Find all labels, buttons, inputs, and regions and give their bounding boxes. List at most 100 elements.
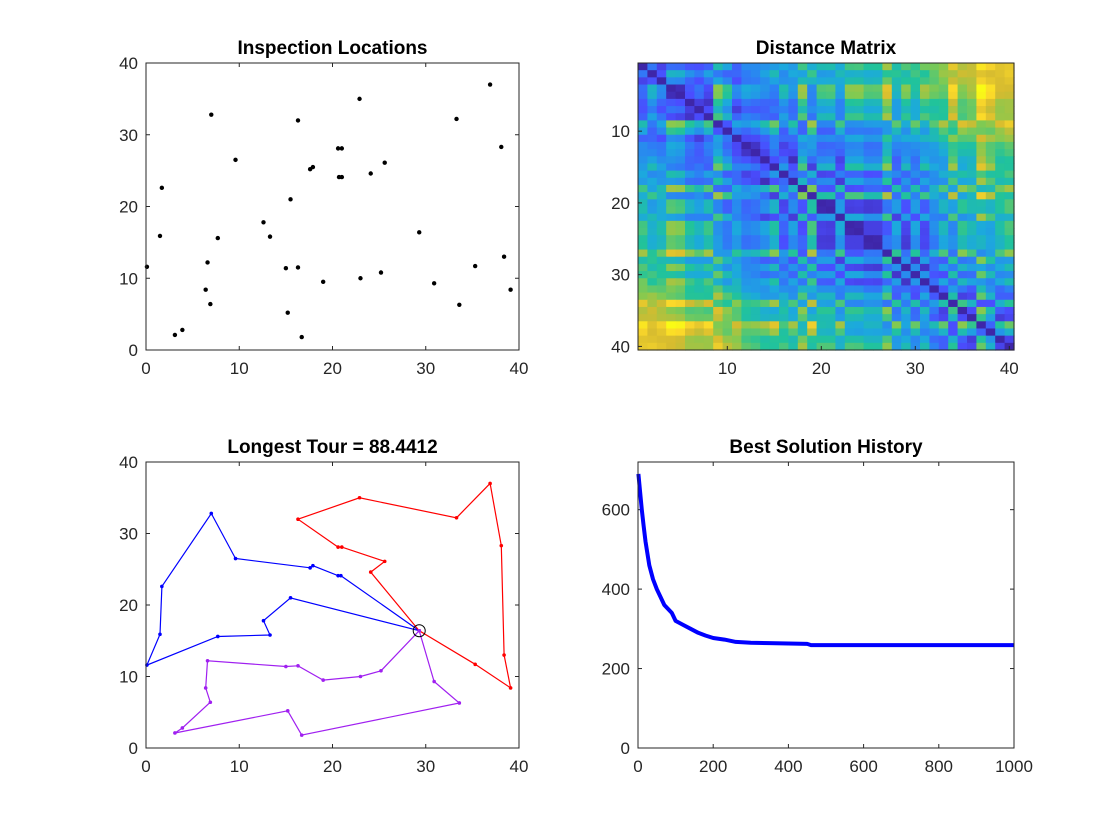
heatmap-cell xyxy=(967,177,977,186)
heatmap-cell xyxy=(675,335,686,344)
heatmap-cell xyxy=(826,184,836,193)
heatmap-cell xyxy=(1004,156,1015,165)
heatmap-cell xyxy=(854,184,865,193)
heatmap-cell xyxy=(938,134,949,143)
heatmap-cell xyxy=(967,256,977,265)
heatmap-cell xyxy=(788,249,799,258)
heatmap-cell xyxy=(741,156,752,165)
heatmap-cell xyxy=(779,127,789,136)
heatmap-cell xyxy=(816,70,827,78)
y-tick-label: 10 xyxy=(119,269,138,288)
heatmap-cell xyxy=(863,213,874,222)
heatmap-cell xyxy=(685,106,695,114)
heatmap-cell xyxy=(967,149,977,157)
heatmap-cell xyxy=(666,256,677,265)
heatmap-cell xyxy=(722,84,733,93)
heatmap-cell xyxy=(732,299,742,308)
heatmap-cell xyxy=(732,263,742,272)
heatmap-cell xyxy=(797,192,808,200)
heatmap-cell xyxy=(957,120,968,129)
heatmap-cell xyxy=(779,249,789,258)
heatmap-cell xyxy=(985,213,996,222)
heatmap-cell xyxy=(863,84,874,93)
heatmap-cell xyxy=(967,113,977,121)
heatmap-cell xyxy=(807,77,818,86)
heatmap-cell xyxy=(910,321,921,330)
heatmap-cell xyxy=(685,292,695,301)
heatmap-cell xyxy=(873,192,883,200)
heatmap-cell xyxy=(854,278,865,287)
heatmap-cell xyxy=(816,213,827,222)
heatmap-cell xyxy=(722,199,733,208)
heatmap-cell xyxy=(656,328,667,337)
heatmap-cell xyxy=(750,170,761,179)
heatmap-cell xyxy=(854,335,865,344)
heatmap-cell xyxy=(713,84,724,93)
heatmap-cell xyxy=(1004,192,1015,200)
heatmap-cell xyxy=(779,220,789,229)
heatmap-cell xyxy=(929,242,940,251)
y-tick-label: 20 xyxy=(611,194,630,213)
heatmap-cell xyxy=(741,321,752,330)
heatmap-cell xyxy=(647,271,658,279)
heatmap-cell xyxy=(703,335,714,344)
heatmap-cell xyxy=(863,263,874,272)
heatmap-cell xyxy=(713,106,724,114)
heatmap-cell xyxy=(647,98,658,107)
heatmap-cell xyxy=(732,113,742,121)
location-point xyxy=(208,301,213,307)
heatmap-cell xyxy=(985,192,996,200)
heatmap-cell xyxy=(656,263,667,272)
heatmap-cell xyxy=(722,220,733,229)
heatmap-cell xyxy=(854,263,865,272)
heatmap-cell xyxy=(750,278,761,287)
heatmap-cell xyxy=(685,263,695,272)
heatmap-cell xyxy=(929,106,940,114)
heatmap-cell xyxy=(656,106,667,114)
heatmap-cell xyxy=(920,192,930,200)
heatmap-cell xyxy=(901,235,912,243)
heatmap-cell xyxy=(675,77,686,86)
heatmap-cell xyxy=(666,249,677,258)
heatmap-cell xyxy=(713,91,724,100)
heatmap-cell xyxy=(901,199,912,208)
heatmap-cell xyxy=(694,84,705,93)
heatmap-cell xyxy=(797,249,808,258)
x-tick-label: 10 xyxy=(718,359,737,378)
heatmap-cell xyxy=(647,328,658,337)
heatmap-cell xyxy=(891,106,902,114)
heatmap-cell xyxy=(901,328,912,337)
heatmap-cell xyxy=(873,120,883,129)
heatmap-cell xyxy=(816,106,827,114)
heatmap-cell xyxy=(816,163,827,172)
heatmap-cell xyxy=(732,271,742,279)
heatmap-cell xyxy=(788,170,799,179)
heatmap-cell xyxy=(685,242,695,251)
heatmap-cell xyxy=(638,306,648,315)
heatmap-cell xyxy=(835,335,846,344)
heatmap-cell xyxy=(882,156,893,165)
heatmap-cell xyxy=(920,127,930,136)
heatmap-cell xyxy=(760,141,771,150)
heatmap-cell xyxy=(741,206,752,215)
heatmap-cell xyxy=(769,63,780,71)
heatmap-cell xyxy=(722,184,733,193)
heatmap-cell xyxy=(901,156,912,165)
heatmap-cell xyxy=(675,163,686,172)
heatmap-cell xyxy=(788,228,799,236)
heatmap-cell xyxy=(732,149,742,157)
heatmap-cell xyxy=(685,306,695,315)
heatmap-cell xyxy=(713,184,724,193)
heatmap-cell xyxy=(656,242,667,251)
heatmap-cell xyxy=(666,199,677,208)
heatmap-cell xyxy=(647,292,658,301)
heatmap-cell xyxy=(807,134,818,143)
heatmap-cell xyxy=(957,70,968,78)
heatmap-cell xyxy=(967,141,977,150)
heatmap-cell xyxy=(694,249,705,258)
heatmap-cell xyxy=(769,91,780,100)
heatmap-cell xyxy=(976,177,987,186)
heatmap-cell xyxy=(844,63,855,71)
heatmap-cell xyxy=(863,206,874,215)
